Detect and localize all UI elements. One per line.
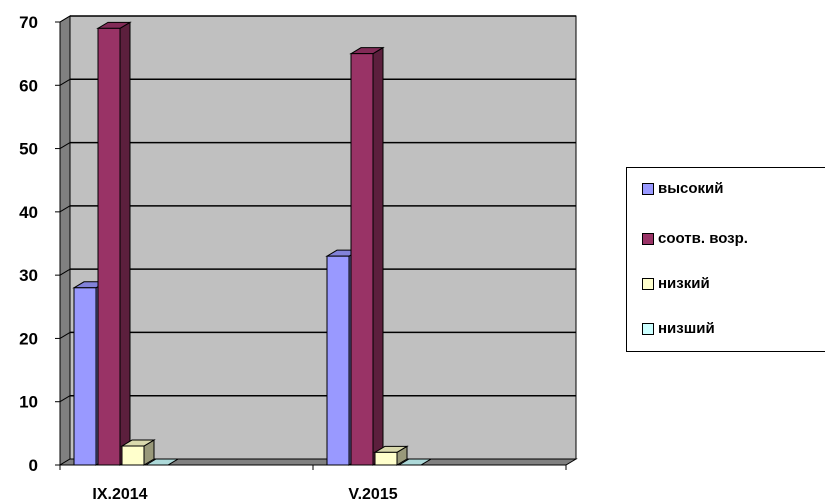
bar-side [372, 46, 384, 466]
gridline-side [59, 331, 71, 339]
legend-label-series-2: низкий [658, 275, 710, 292]
gridlines [59, 15, 576, 403]
gridline-side [59, 268, 71, 276]
legend-item-series-0: высокий [642, 180, 724, 197]
legend-item-series-2: низкий [642, 275, 710, 292]
y-tick-label: 70 [19, 13, 38, 32]
bar-front [73, 287, 97, 466]
bar [373, 445, 409, 466]
legend-item-series-3: низший [642, 320, 715, 337]
back-wall [69, 15, 577, 460]
axes [55, 21, 567, 470]
bar [349, 46, 385, 466]
bar-side [119, 21, 131, 466]
y-tick-label: 30 [19, 266, 38, 285]
legend-swatch-series-0 [642, 182, 654, 195]
y-tick-label: 20 [19, 329, 38, 348]
side-wall [59, 15, 71, 466]
gridline-side [59, 395, 71, 403]
x-tick-labels: IX.2014 V.2015 [92, 486, 397, 503]
bar [120, 439, 156, 466]
y-tick-label: 60 [19, 76, 38, 95]
legend-label-series-1: соотв. возр. [658, 230, 748, 247]
gridline-side [59, 205, 71, 213]
bar [96, 21, 132, 466]
gridline-side [59, 15, 71, 23]
legend-item-series-1: соотв. возр. [642, 230, 748, 247]
gridline-side [59, 142, 71, 150]
x-tick-label: IX.2014 [92, 486, 147, 503]
legend-swatch-series-2 [642, 277, 654, 290]
bar-front [97, 27, 121, 466]
bar-front [326, 255, 350, 466]
bar-front [350, 53, 374, 466]
legend-label-series-0: высокий [658, 180, 724, 197]
bar-front [374, 451, 398, 466]
x-tick-label: V.2015 [348, 486, 397, 503]
bar-front [121, 445, 145, 466]
bars [72, 21, 433, 466]
y-tick-label: 40 [19, 203, 38, 222]
gridline-side [59, 78, 71, 86]
legend: высокий соотв. возр. низкий низший [626, 167, 825, 352]
legend-label-series-3: низший [658, 320, 715, 337]
plot-walls [58, 15, 578, 466]
y-tick-label: 10 [19, 393, 38, 412]
y-tick-labels: 0 10 20 30 40 50 60 70 [19, 13, 38, 475]
legend-swatch-series-1 [642, 232, 654, 245]
legend-swatch-series-3 [642, 322, 654, 335]
y-tick-label: 50 [19, 140, 38, 159]
y-tick-label: 0 [29, 456, 38, 475]
